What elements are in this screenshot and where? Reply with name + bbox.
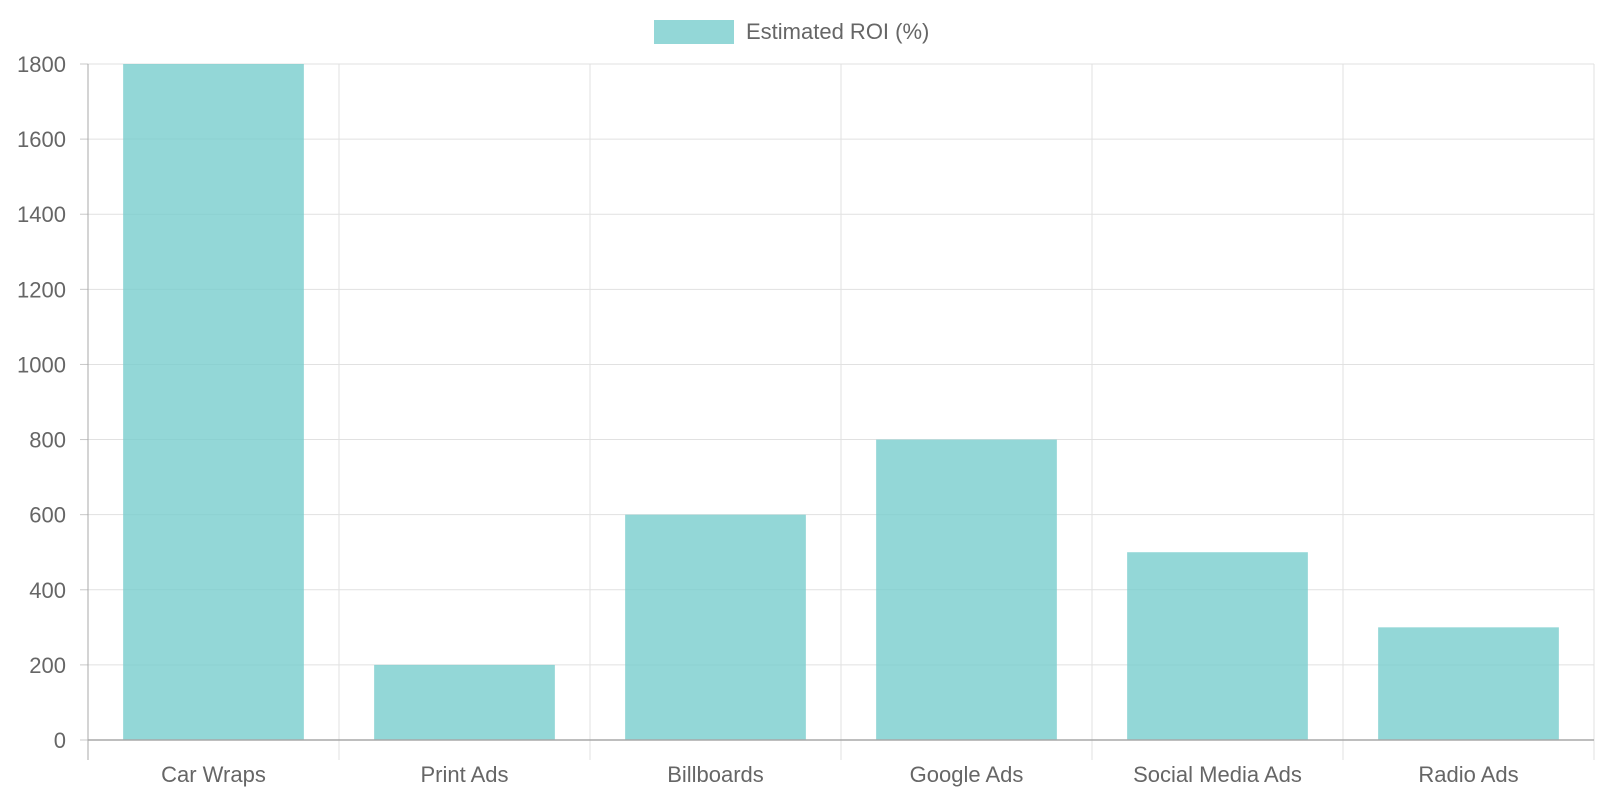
grid [80, 63, 1595, 760]
y-tick-label: 1000 [17, 352, 66, 377]
x-tick-label: Google Ads [910, 762, 1024, 787]
bar-car-wraps[interactable] [123, 64, 304, 740]
legend-swatch [654, 20, 734, 44]
y-tick-label: 1400 [17, 202, 66, 227]
legend-label: Estimated ROI (%) [746, 19, 929, 44]
bar-radio-ads[interactable] [1378, 627, 1559, 740]
y-tick-label: 400 [29, 578, 66, 603]
bar-google-ads[interactable] [876, 439, 1057, 740]
x-tick-label: Social Media Ads [1133, 762, 1302, 787]
x-tick-label: Radio Ads [1418, 762, 1518, 787]
bar-social-media-ads[interactable] [1127, 552, 1308, 740]
y-tick-label: 800 [29, 428, 66, 453]
y-tick-label: 1600 [17, 127, 66, 152]
x-tick-label: Billboards [667, 762, 764, 787]
y-tick-label: 200 [29, 653, 66, 678]
y-tick-label: 600 [29, 503, 66, 528]
y-tick-label: 1800 [17, 52, 66, 77]
bar-print-ads[interactable] [374, 664, 555, 740]
bar-billboards[interactable] [625, 514, 806, 740]
y-tick-label: 1200 [17, 277, 66, 302]
x-tick-label: Car Wraps [161, 762, 266, 787]
bars [123, 64, 1559, 740]
legend[interactable]: Estimated ROI (%) [654, 19, 929, 44]
x-tick-label: Print Ads [420, 762, 508, 787]
y-axis-ticks: 0 200 400 600 800 1000 1200 1400 1600 1800 [17, 52, 66, 753]
y-tick-label: 0 [54, 728, 66, 753]
x-axis-labels: Car Wraps Print Ads Billboards Google Ads So… [161, 762, 1519, 787]
